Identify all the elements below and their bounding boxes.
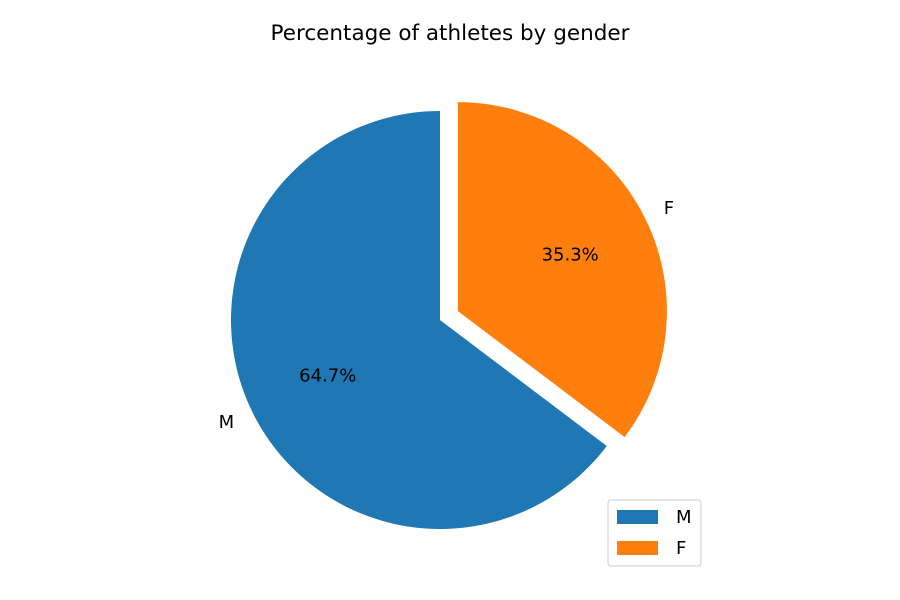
pie-slice-f [457, 102, 667, 438]
pct-label-m: 64.7% [299, 365, 356, 386]
legend-swatch-m [617, 510, 658, 524]
pie-slice-m [230, 111, 607, 530]
category-label-m: M [219, 412, 235, 433]
legend-swatch-f [617, 541, 658, 555]
pie-slices: 64.7% M 35.3% F [219, 102, 674, 530]
pct-label-f: 35.3% [542, 245, 599, 266]
legend: M F [607, 499, 702, 567]
category-label-f: F [664, 198, 674, 219]
chart-title: Percentage of athletes by gender [271, 21, 630, 46]
legend-label-f: F [676, 538, 686, 559]
legend-label-m: M [676, 507, 692, 528]
